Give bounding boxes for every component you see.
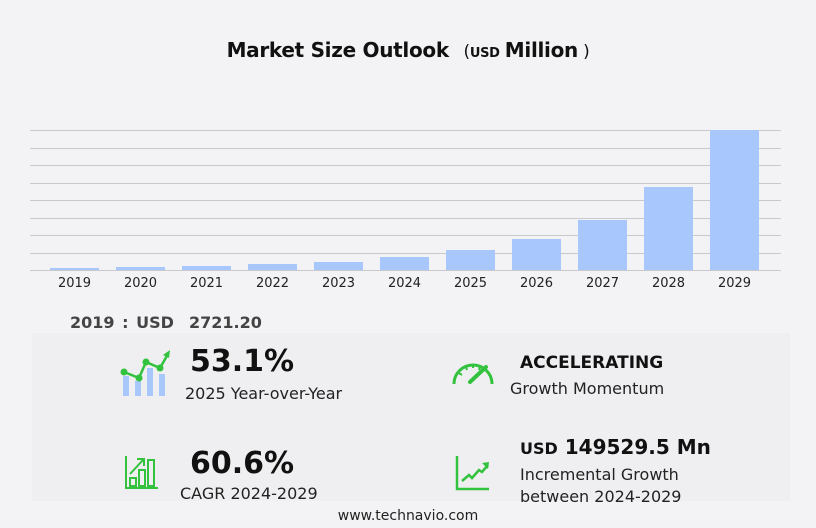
gridline (30, 217, 781, 219)
x-label-2028: 2028 (651, 276, 686, 291)
momentum-label: Growth Momentum (510, 379, 665, 398)
gridline (30, 252, 781, 254)
stats-panel (32, 333, 790, 501)
gridline (30, 200, 781, 201)
bar-2022 (248, 263, 297, 270)
bar-2024 (380, 257, 429, 270)
bar-2021 (182, 265, 231, 270)
bar-2026 (512, 238, 561, 270)
gridline (30, 235, 781, 236)
title-text: Market Size Outlook (226, 38, 450, 62)
x-label-2023: 2023 (321, 276, 356, 291)
cagr-value: 60.6% (190, 446, 295, 481)
momentum-value: ACCELERATING (520, 353, 664, 373)
x-label-2029: 2029 (717, 276, 752, 291)
x-label-2019: 2019 (57, 276, 92, 291)
gridline (30, 147, 781, 149)
x-label-2020: 2020 (123, 276, 158, 291)
bar-2029 (710, 130, 759, 270)
unit-label: (USD Million ) (463, 38, 590, 62)
x-label-2024: 2024 (387, 276, 422, 291)
x-label-2027: 2027 (585, 276, 620, 291)
bar-2025 (446, 250, 495, 270)
gridline (30, 130, 781, 131)
x-label-2022: 2022 (255, 276, 290, 291)
x-label-2021: 2021 (189, 276, 224, 291)
gridline (30, 270, 781, 271)
yoy-value: 53.1% (190, 344, 295, 379)
bar-line-growth-icon (120, 350, 170, 396)
incremental-label-1: Incremental Growth (520, 465, 679, 484)
bar-chart (30, 130, 781, 271)
incremental-value: USD 149529.5 Mn (520, 435, 711, 459)
incremental-label-2: between 2024-2029 (520, 487, 682, 506)
bar-chart-arrow-icon (125, 456, 158, 489)
gridline (30, 165, 781, 166)
speedometer-icon (452, 363, 494, 385)
yoy-label: 2025 Year-over-Year (185, 384, 343, 403)
bar-2027 (578, 220, 627, 270)
gridline (30, 182, 781, 184)
x-label-2025: 2025 (453, 276, 488, 291)
x-label-2026: 2026 (519, 276, 554, 291)
bar-2023 (314, 261, 363, 270)
trend-line-icon (455, 456, 489, 491)
base-year-value: 2019 : USD 2721.20 (70, 313, 262, 332)
chart-title: Market Size Outlook (USD Million ) (0, 38, 816, 62)
bar-2019 (50, 267, 99, 270)
bar-2028 (644, 187, 693, 270)
bar-2020 (116, 266, 165, 270)
cagr-label: CAGR 2024-2029 (180, 484, 318, 503)
footer-url: www.technavio.com (337, 508, 479, 524)
